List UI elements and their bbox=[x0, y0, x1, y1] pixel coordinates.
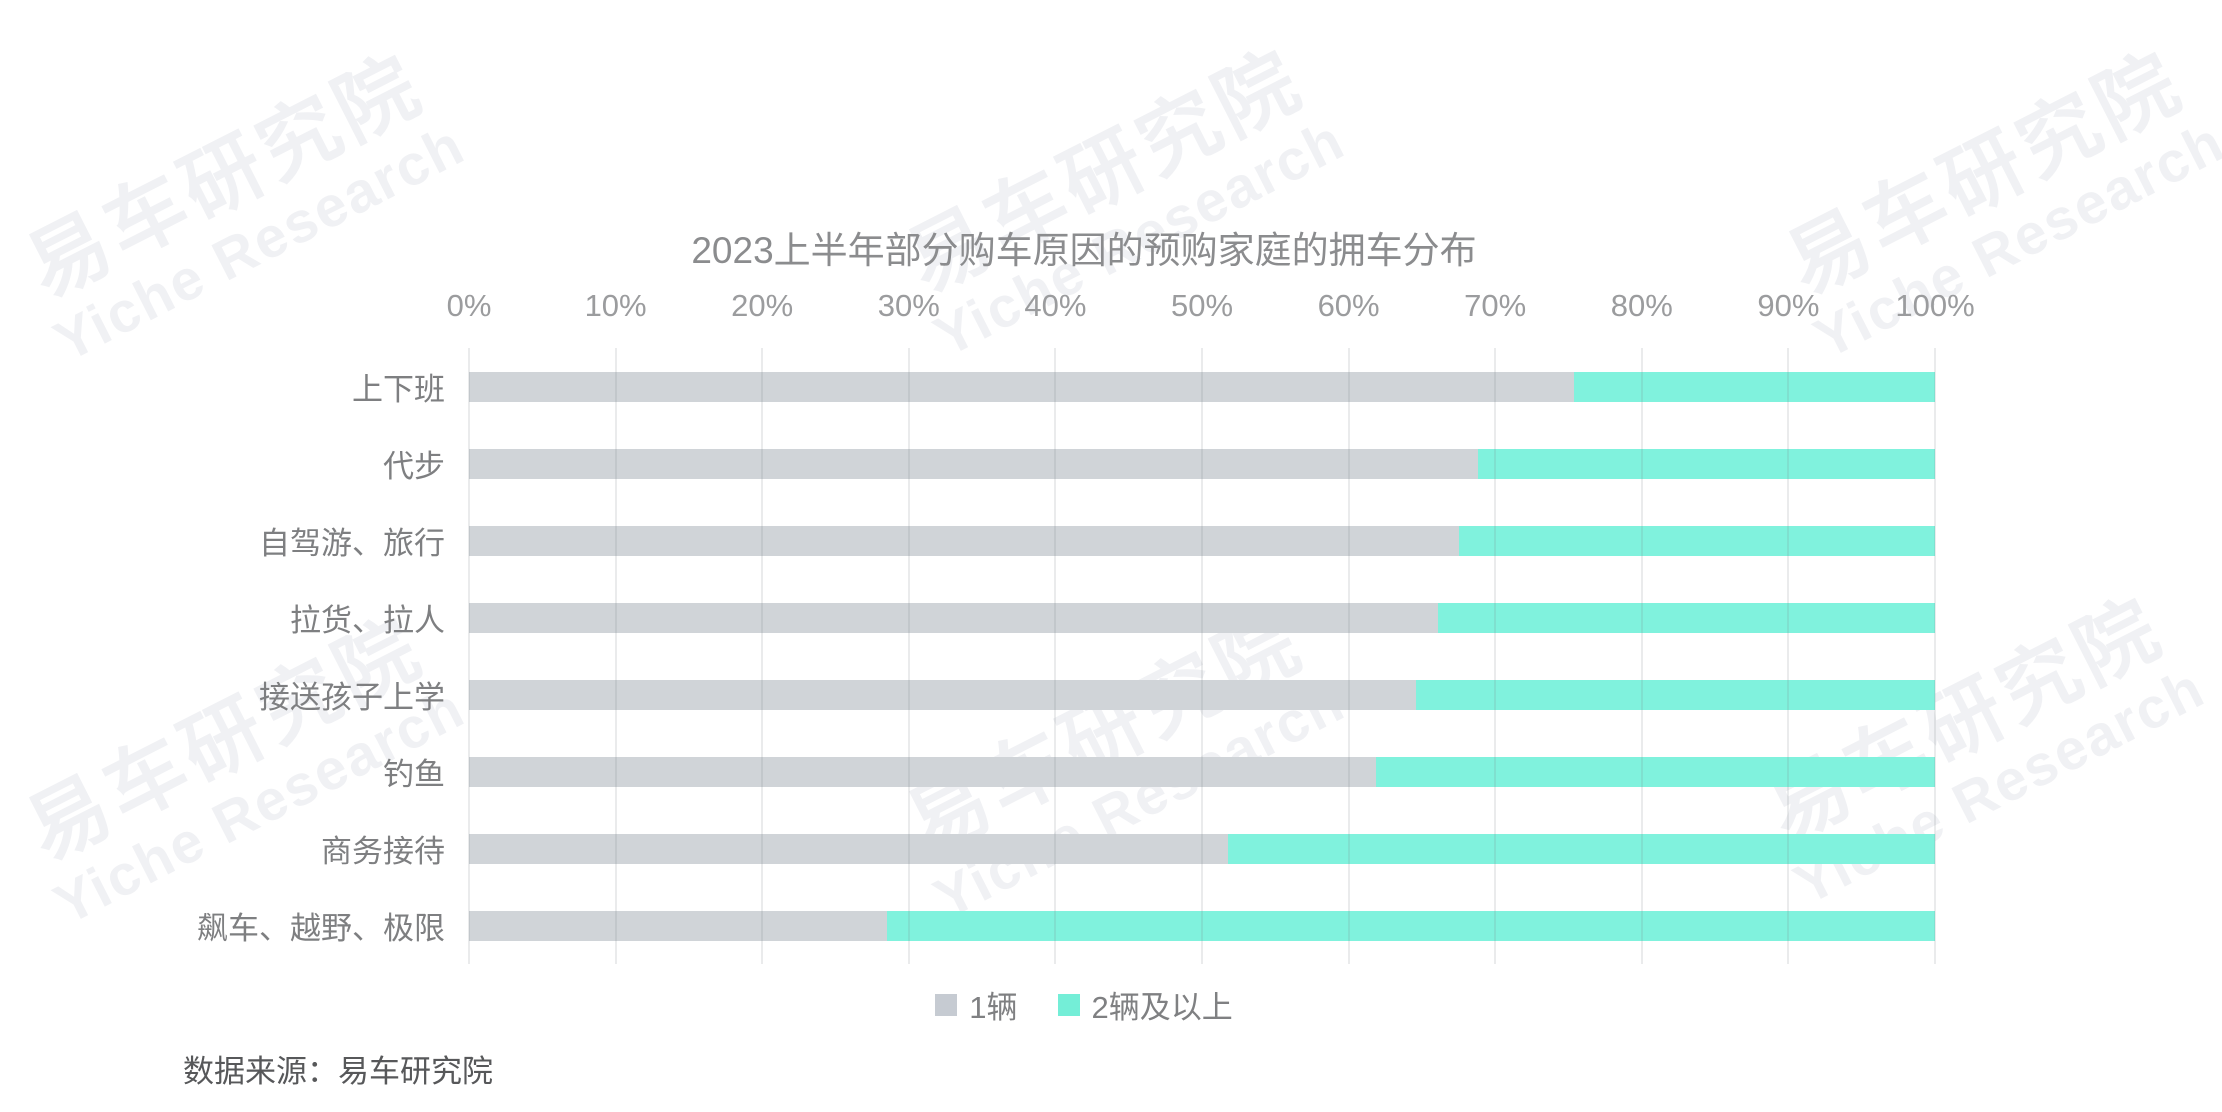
legend-marker bbox=[1057, 993, 1080, 1016]
bar-row bbox=[469, 733, 1935, 810]
x-axis-tick-label: 30% bbox=[877, 288, 940, 323]
bar-row bbox=[469, 425, 1935, 502]
bar-segment-two-plus-cars bbox=[1228, 833, 1935, 864]
bar-row bbox=[469, 348, 1935, 425]
stacked-bar bbox=[469, 602, 1935, 633]
x-axis-tick-label: 70% bbox=[1464, 288, 1527, 323]
bar-row bbox=[469, 887, 1935, 964]
stacked-bar bbox=[469, 371, 1935, 402]
stacked-bar bbox=[469, 910, 1935, 941]
stacked-bar bbox=[469, 756, 1935, 787]
bar-segment-two-plus-cars bbox=[1438, 602, 1935, 633]
legend-label: 1辆 bbox=[969, 990, 1018, 1025]
x-axis: 0% 10% 20% 30% 40% 50% 60% 70% 80% 90% 100% bbox=[447, 288, 1975, 330]
category-label: 代步 bbox=[383, 449, 445, 484]
x-axis-tick-label: 40% bbox=[1024, 288, 1087, 323]
bar-row bbox=[469, 810, 1935, 887]
bar-row bbox=[469, 656, 1935, 733]
x-axis-tick-label: 100% bbox=[1895, 288, 1975, 323]
legend-marker bbox=[935, 993, 958, 1016]
bar-segment-two-plus-cars bbox=[1458, 525, 1935, 556]
x-axis-tick-label: 50% bbox=[1170, 288, 1234, 323]
category-label: 飙车、越野、极限 bbox=[197, 911, 445, 946]
bar-rows bbox=[469, 348, 1935, 964]
legend: 1辆 2辆及以上 bbox=[233, 982, 1935, 1027]
bar-segment-two-plus-cars bbox=[886, 910, 1935, 941]
bar-row bbox=[469, 579, 1935, 656]
legend-label: 2辆及以上 bbox=[1091, 990, 1233, 1025]
x-axis-tick-label: 20% bbox=[731, 288, 794, 323]
legend-item[interactable]: 1辆 bbox=[935, 982, 1018, 1027]
bar-segment-two-plus-cars bbox=[1376, 756, 1935, 787]
bar-segment-two-plus-cars bbox=[1477, 448, 1935, 479]
x-axis-tick-label: 10% bbox=[584, 288, 647, 323]
stacked-bar bbox=[469, 448, 1935, 479]
stacked-bar bbox=[469, 525, 1935, 556]
category-label: 自驾游、旅行 bbox=[259, 526, 445, 561]
bar-row bbox=[469, 502, 1935, 579]
category-label: 钓鱼 bbox=[383, 757, 445, 792]
category-labels: 上下班代步自驾游、旅行拉货、拉人接送孩子上学钓鱼商务接待飙车、越野、极限 bbox=[0, 348, 445, 964]
chart-title: 2023上半年部分购车原因的预购家庭的拥车分布 bbox=[691, 230, 1477, 271]
bar-segment-one-car bbox=[469, 525, 1459, 556]
bar-segment-two-plus-cars bbox=[1574, 371, 1935, 402]
x-axis-tick-label: 90% bbox=[1757, 288, 1820, 323]
stacked-bar bbox=[469, 679, 1935, 710]
bar-segment-one-car bbox=[469, 679, 1417, 710]
x-axis-tick-label: 0% bbox=[446, 288, 492, 323]
category-label: 商务接待 bbox=[321, 834, 445, 869]
source-note: 数据来源：易车研究院 bbox=[183, 1054, 493, 1089]
bar-segment-one-car bbox=[469, 910, 887, 941]
bar-segment-one-car bbox=[469, 448, 1478, 479]
legend-item[interactable]: 2辆及以上 bbox=[1057, 982, 1233, 1027]
category-label: 上下班 bbox=[352, 372, 445, 407]
bar-segment-one-car bbox=[469, 833, 1229, 864]
plot-area bbox=[468, 348, 1936, 964]
bar-segment-two-plus-cars bbox=[1416, 679, 1935, 710]
bar-segment-one-car bbox=[469, 602, 1439, 633]
x-axis-tick-label: 80% bbox=[1610, 288, 1673, 323]
bar-segment-one-car bbox=[469, 756, 1377, 787]
category-label: 拉货、拉人 bbox=[290, 603, 445, 638]
stacked-bar bbox=[469, 833, 1935, 864]
category-label: 接送孩子上学 bbox=[259, 680, 445, 715]
x-axis-tick-label: 60% bbox=[1317, 288, 1380, 323]
bar-segment-one-car bbox=[469, 371, 1575, 402]
watermark: 易车研究院 Yiche Research bbox=[6, 37, 475, 374]
